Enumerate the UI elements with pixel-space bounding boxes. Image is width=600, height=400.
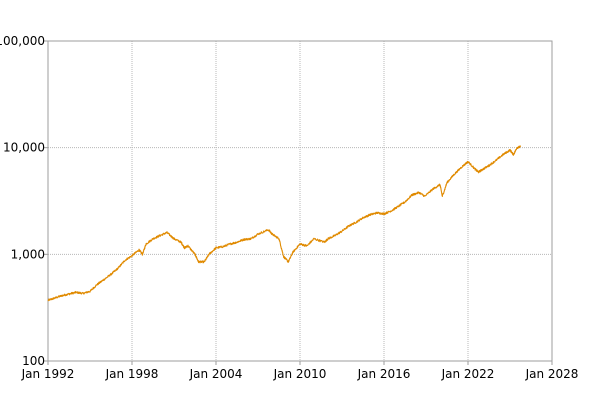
x-tick-label: Jan 2010: [273, 367, 327, 381]
y-tick-label: 1,000: [11, 247, 45, 261]
x-tick-label: Jan 1992: [21, 367, 75, 381]
grid: [47, 40, 553, 362]
x-tick-label: Jan 2028: [525, 367, 579, 381]
x-tick-label: Jan 1998: [105, 367, 159, 381]
series-line: [47, 145, 522, 302]
x-axis-ticks: Jan 1992 Jan 1998 Jan 2004 Jan 2010 Jan 2016…: [21, 361, 579, 381]
y-axis-ticks: 100 1,000 10,000 100,000: [0, 34, 48, 368]
y-tick-label: 100: [22, 354, 45, 368]
x-tick-label: Jan 2004: [189, 367, 243, 381]
x-tick-label: Jan 2022: [441, 367, 495, 381]
y-tick-label: 10,000: [3, 141, 45, 155]
series-layer: [47, 145, 522, 302]
y-tick-label: 100,000: [0, 34, 45, 48]
x-tick-label: Jan 2016: [357, 367, 411, 381]
